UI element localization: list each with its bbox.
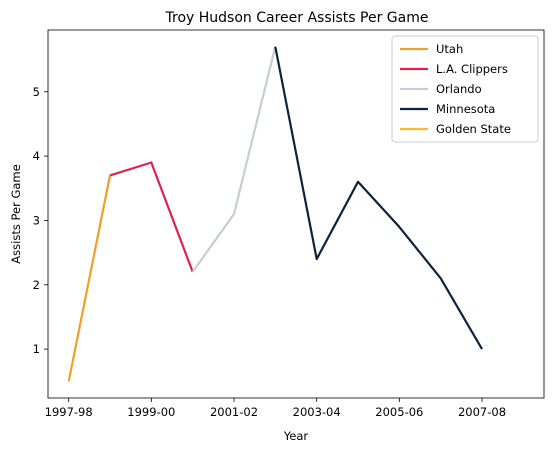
legend-label: Orlando [436,82,482,96]
x-tick-label: 2003-04 [293,405,341,419]
y-tick-label: 2 [33,278,40,292]
y-axis: 1 2 3 4 5 [33,85,48,356]
series-line-2 [193,47,276,272]
y-tick-label: 1 [33,342,40,356]
x-tick-label: 2007-08 [458,405,506,419]
x-tick-label: 2001-02 [210,405,258,419]
series-line-1 [110,163,193,272]
y-tick-label: 4 [33,149,40,163]
y-tick-label: 3 [33,213,40,227]
x-tick-label: 1999-00 [127,405,175,419]
legend-label: L.A. Clippers [436,62,508,76]
series-line-0 [69,175,110,381]
legend-label: Utah [436,42,463,56]
legend-label: Golden State [436,122,511,136]
x-tick-label: 2005-06 [375,405,423,419]
y-tick-label: 5 [33,85,40,99]
x-axis-label: Year [283,429,309,443]
legend-label: Minnesota [436,102,495,116]
y-axis-label: Assists Per Game [9,164,23,263]
x-axis: 1997-98 1999-00 2001-02 2003-04 2005-06 2007-… [45,398,506,419]
legend: Utah L.A. Clippers Orlando Minnesota Golden … [392,36,538,142]
x-tick-label: 1997-98 [45,405,93,419]
chart-title: Troy Hudson Career Assists Per Game [165,10,429,26]
